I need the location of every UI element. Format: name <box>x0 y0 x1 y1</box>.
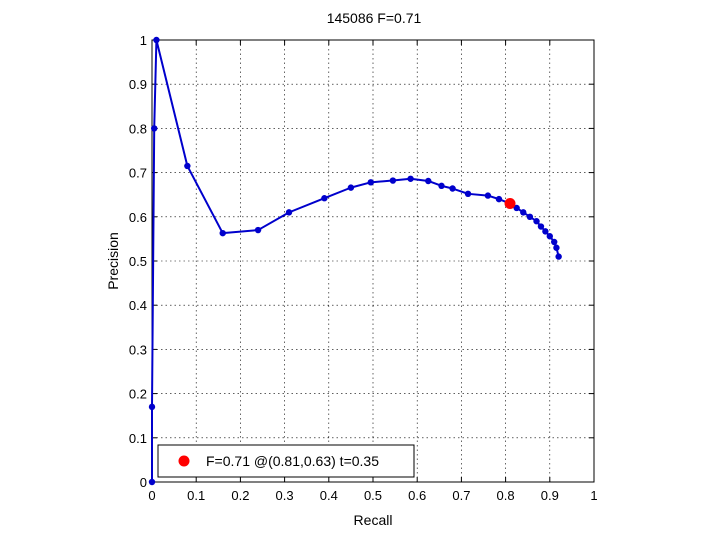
x-tick-label: 0.9 <box>541 488 559 503</box>
y-tick-label: 0.1 <box>129 431 147 446</box>
data-point <box>553 244 560 251</box>
y-axis-label: Precision <box>105 232 121 290</box>
data-point <box>520 209 527 216</box>
data-point <box>347 184 355 191</box>
data-point <box>495 195 503 203</box>
data-point <box>542 228 549 235</box>
x-tick-label: 0.5 <box>364 488 382 503</box>
chart-title: 145086 F=0.71 <box>327 10 422 26</box>
x-tick-label: 0.4 <box>320 488 338 503</box>
y-tick-label: 0.8 <box>129 121 147 136</box>
y-tick-label: 1 <box>140 33 147 48</box>
data-point <box>148 478 156 486</box>
data-point <box>285 209 293 216</box>
x-tick-label: 0.8 <box>497 488 515 503</box>
data-point <box>484 192 492 199</box>
legend-box <box>157 444 415 478</box>
data-point <box>438 182 445 190</box>
data-point <box>537 223 545 230</box>
data-point <box>526 213 534 220</box>
y-tick-label: 0.9 <box>129 77 147 92</box>
x-tick-label: 0.7 <box>452 488 470 503</box>
data-point <box>555 253 562 260</box>
best-f-point <box>504 198 516 210</box>
data-point <box>151 125 158 132</box>
data-point <box>449 185 456 192</box>
y-tick-label: 0.5 <box>129 254 147 269</box>
data-point <box>153 36 160 44</box>
data-point <box>407 175 414 182</box>
x-tick-label: 0.6 <box>408 488 426 503</box>
y-tick-label: 0.2 <box>129 387 147 402</box>
axis-ticks: 0 0.1 0.2 0.3 0.4 0.5 0.6 0.7 0.8 0.9 1 0 0.1 0.2 0.3 0… <box>129 33 598 503</box>
y-tick-label: 0 <box>140 475 147 490</box>
legend-label: F=0.71 @(0.81,0.63) t=0.35 <box>206 453 379 469</box>
data-point <box>464 190 472 198</box>
data-point <box>546 233 553 240</box>
y-tick-label: 0.4 <box>129 298 147 313</box>
best-f-marker <box>504 198 516 210</box>
data-point <box>533 218 540 225</box>
data-point <box>254 226 262 234</box>
y-tick-label: 0.7 <box>129 166 147 181</box>
data-point <box>551 238 558 246</box>
pr-curve <box>148 36 562 486</box>
y-tick-label: 0.6 <box>129 210 147 225</box>
grid-lines <box>152 40 594 482</box>
data-point <box>184 162 191 170</box>
data-point <box>367 179 374 186</box>
data-point <box>425 177 432 185</box>
data-point <box>321 195 328 202</box>
x-tick-label: 0 <box>148 488 155 503</box>
data-point <box>148 403 156 411</box>
data-point <box>513 204 520 212</box>
x-tick-label: 1 <box>590 488 597 503</box>
data-point <box>389 177 397 184</box>
y-tick-label: 0.3 <box>129 342 147 357</box>
legend-marker <box>178 455 190 467</box>
data-point <box>219 229 226 237</box>
x-tick-label: 0.1 <box>187 488 205 503</box>
x-tick-label: 0.2 <box>231 488 249 503</box>
x-axis-label: Recall <box>354 512 393 528</box>
x-tick-label: 0.3 <box>276 488 294 503</box>
legend: F=0.71 @(0.81,0.63) t=0.35 <box>157 444 415 478</box>
